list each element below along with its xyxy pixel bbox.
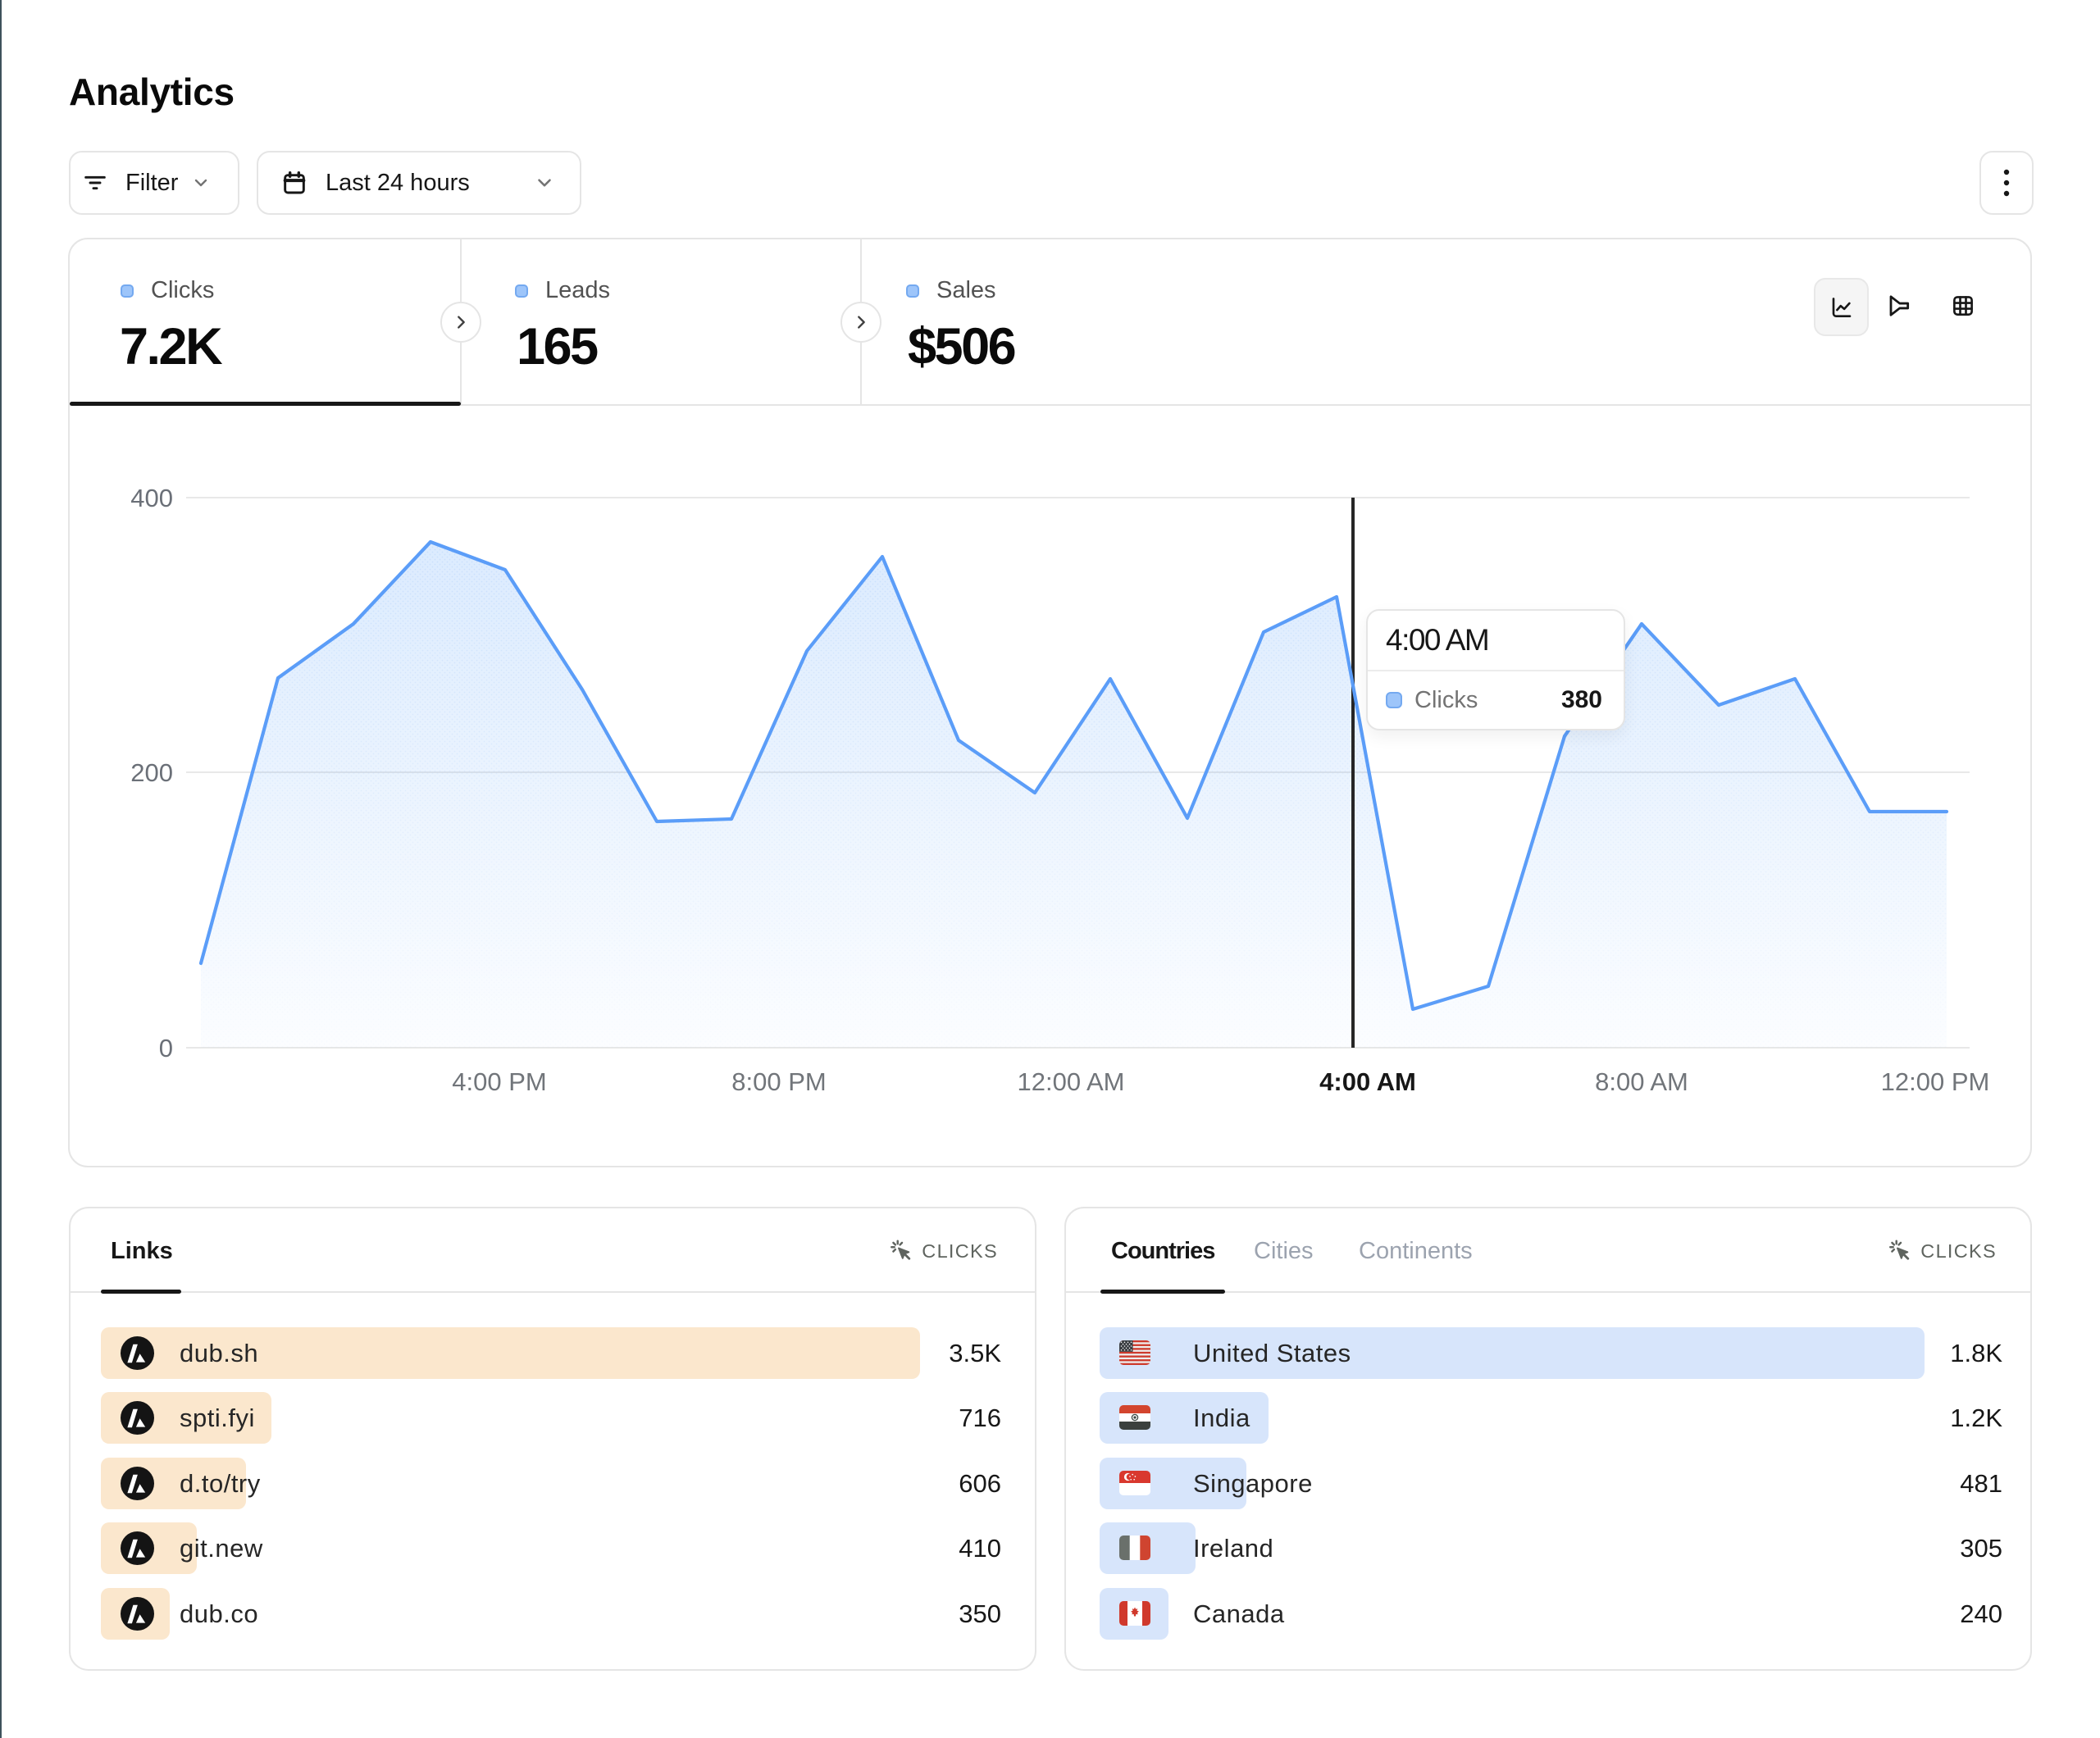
svg-text:12:00 AM: 12:00 AM (1018, 1067, 1125, 1096)
svg-text:200: 200 (130, 758, 173, 787)
svg-text:12:00 PM: 12:00 PM (1881, 1067, 1990, 1096)
svg-text:8:00 AM: 8:00 AM (1595, 1067, 1688, 1096)
svg-text:0: 0 (159, 1034, 173, 1062)
svg-text:400: 400 (130, 484, 173, 512)
svg-text:8:00 PM: 8:00 PM (731, 1067, 826, 1096)
svg-text:4:00 AM: 4:00 AM (1319, 1067, 1416, 1096)
svg-text:4:00 PM: 4:00 PM (452, 1067, 546, 1096)
